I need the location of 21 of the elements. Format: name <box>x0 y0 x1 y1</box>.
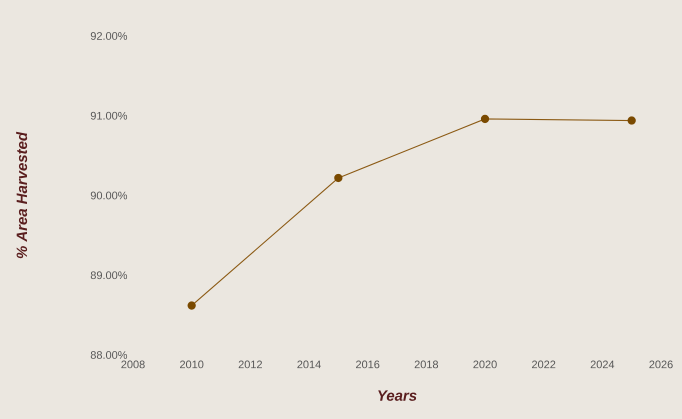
x-tick-label: 2022 <box>532 360 556 368</box>
point <box>480 114 490 124</box>
x-tick-label: 2016 <box>356 360 380 368</box>
y-tick-label: 92.00% <box>90 32 128 40</box>
x-tick-label: 2014 <box>297 360 321 368</box>
x-tick-label: 2020 <box>473 360 497 368</box>
y-axis-title: % Area Harvested <box>16 132 28 258</box>
x-tick-label: 2024 <box>590 360 614 368</box>
x-tick-label: 2010 <box>180 360 204 368</box>
x-tick-label: 2008 <box>121 360 145 368</box>
x-tick-label: 2012 <box>238 360 262 368</box>
x-tick-label: 2018 <box>414 360 438 368</box>
y-tick-label: 89.00% <box>90 271 128 280</box>
point <box>628 116 636 125</box>
y-tick-label: 91.00% <box>90 112 128 120</box>
x-tick-label: 2026 <box>649 360 673 368</box>
y-tick-label: 90.00% <box>90 192 128 200</box>
point <box>188 301 196 310</box>
y-tick-label: 88.00% <box>90 351 128 359</box>
point <box>334 174 342 182</box>
x-axis-title: Years <box>378 390 417 401</box>
